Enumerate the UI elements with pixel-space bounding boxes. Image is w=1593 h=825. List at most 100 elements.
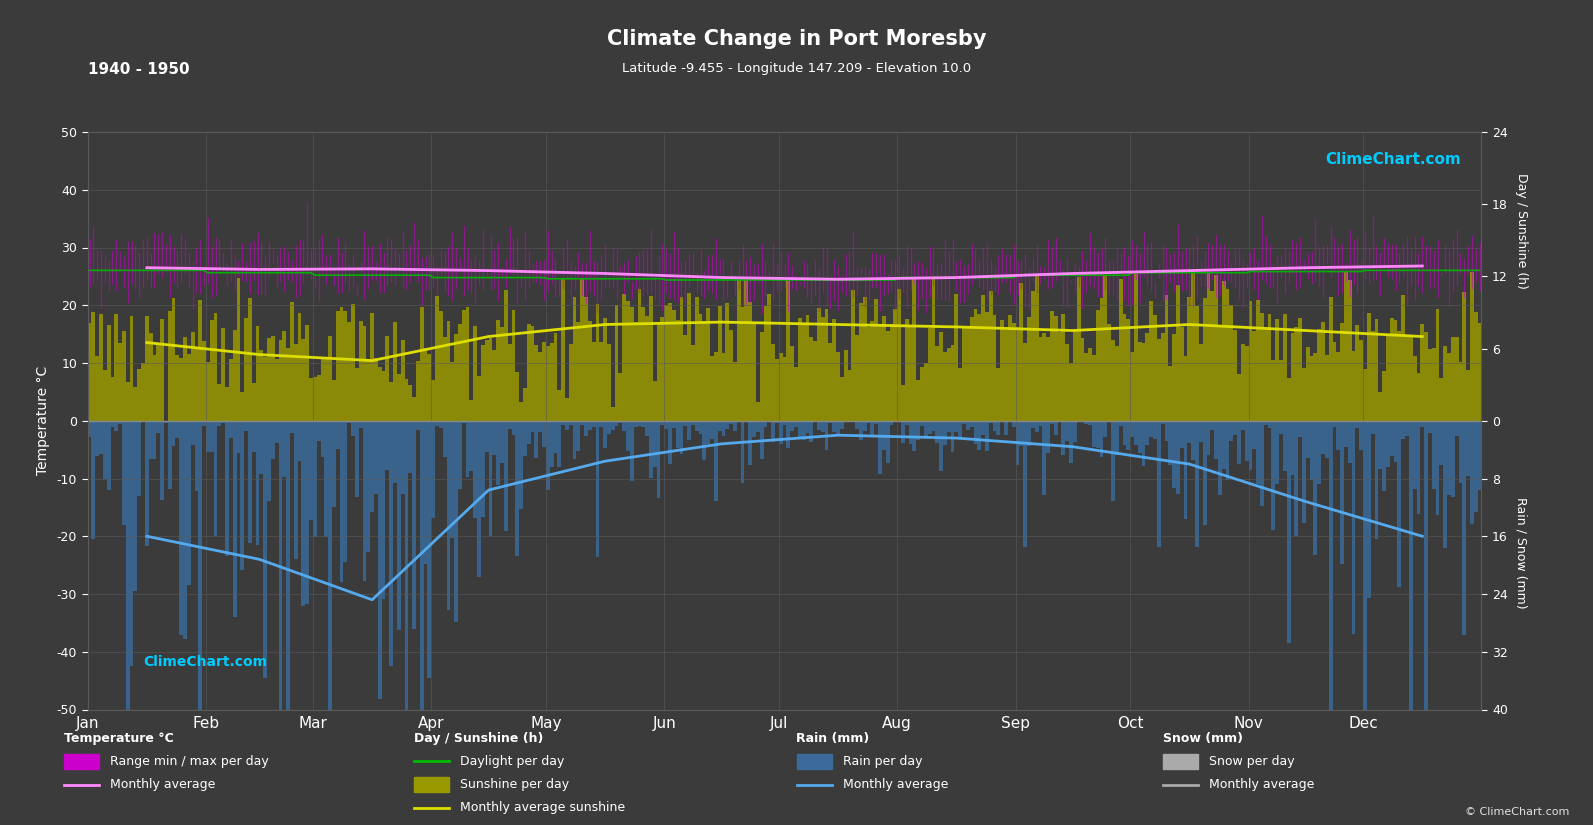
- Bar: [1042, 421, 1047, 496]
- Bar: [637, 290, 642, 421]
- Bar: [1383, 421, 1386, 491]
- Bar: [793, 421, 798, 427]
- Bar: [1298, 318, 1301, 421]
- Bar: [255, 421, 260, 544]
- Bar: [236, 421, 241, 453]
- Bar: [1225, 421, 1230, 480]
- Bar: [153, 421, 156, 459]
- Bar: [1012, 421, 1016, 427]
- Bar: [828, 421, 832, 423]
- Bar: [1424, 332, 1427, 421]
- Bar: [1016, 421, 1020, 465]
- Bar: [427, 421, 432, 678]
- Bar: [1306, 347, 1309, 421]
- Bar: [205, 421, 210, 452]
- Bar: [443, 337, 446, 421]
- Bar: [924, 421, 927, 437]
- Bar: [626, 421, 629, 451]
- Bar: [870, 321, 875, 421]
- Bar: [1257, 299, 1260, 421]
- Bar: [1096, 421, 1099, 448]
- Bar: [451, 421, 454, 538]
- Bar: [244, 421, 249, 431]
- Bar: [1039, 337, 1042, 421]
- Bar: [889, 323, 894, 421]
- Bar: [1142, 343, 1145, 421]
- Bar: [642, 421, 645, 427]
- Bar: [1378, 392, 1383, 421]
- Bar: [519, 402, 523, 421]
- Bar: [320, 356, 325, 421]
- Bar: [1016, 327, 1020, 421]
- Bar: [675, 421, 680, 449]
- Text: Latitude -9.455 - Longitude 147.209 - Elevation 10.0: Latitude -9.455 - Longitude 147.209 - El…: [621, 62, 972, 75]
- Bar: [88, 323, 91, 421]
- Bar: [301, 339, 306, 421]
- Bar: [309, 378, 312, 421]
- Bar: [1180, 421, 1184, 448]
- Bar: [1107, 324, 1110, 421]
- Bar: [1195, 421, 1200, 547]
- Bar: [218, 421, 221, 426]
- Bar: [515, 421, 519, 556]
- Bar: [1161, 421, 1164, 423]
- Bar: [1367, 421, 1370, 598]
- Text: Monthly average: Monthly average: [843, 778, 948, 791]
- Bar: [1370, 421, 1375, 434]
- Bar: [88, 421, 91, 437]
- Bar: [1061, 421, 1066, 455]
- Bar: [1249, 421, 1252, 470]
- Bar: [104, 370, 107, 421]
- Bar: [1214, 421, 1219, 459]
- Bar: [145, 316, 148, 421]
- Bar: [561, 279, 566, 421]
- Bar: [1383, 370, 1386, 421]
- Bar: [943, 352, 946, 421]
- Bar: [440, 421, 443, 427]
- Bar: [523, 388, 527, 421]
- Bar: [1187, 421, 1192, 443]
- Bar: [1321, 421, 1325, 454]
- Bar: [432, 380, 435, 421]
- Bar: [1035, 276, 1039, 421]
- Bar: [148, 332, 153, 421]
- Bar: [566, 421, 569, 430]
- Bar: [172, 298, 175, 421]
- Bar: [164, 421, 167, 423]
- Bar: [91, 312, 96, 421]
- Bar: [1031, 421, 1035, 427]
- Bar: [175, 356, 180, 421]
- Bar: [374, 421, 378, 493]
- Bar: [191, 332, 194, 421]
- Bar: [1137, 421, 1142, 453]
- Bar: [883, 316, 886, 421]
- Bar: [1397, 332, 1402, 421]
- Bar: [1359, 421, 1364, 450]
- Bar: [1008, 421, 1012, 422]
- Bar: [1168, 366, 1172, 421]
- Bar: [863, 296, 867, 421]
- Bar: [1099, 421, 1104, 457]
- Bar: [1153, 315, 1157, 421]
- Bar: [1072, 331, 1077, 421]
- Bar: [760, 421, 763, 459]
- Bar: [534, 421, 538, 458]
- Bar: [293, 421, 298, 559]
- Bar: [210, 421, 213, 452]
- Bar: [790, 346, 793, 421]
- Bar: [312, 377, 317, 421]
- Bar: [241, 421, 244, 570]
- Bar: [1314, 421, 1317, 554]
- Bar: [1282, 314, 1287, 421]
- Bar: [954, 421, 959, 432]
- Bar: [744, 421, 749, 422]
- Bar: [1348, 280, 1351, 421]
- Bar: [118, 343, 123, 421]
- Bar: [738, 280, 741, 421]
- Bar: [225, 387, 229, 421]
- Bar: [497, 421, 500, 485]
- Bar: [1023, 342, 1027, 421]
- Bar: [1123, 421, 1126, 446]
- Bar: [1137, 342, 1142, 421]
- Bar: [623, 295, 626, 421]
